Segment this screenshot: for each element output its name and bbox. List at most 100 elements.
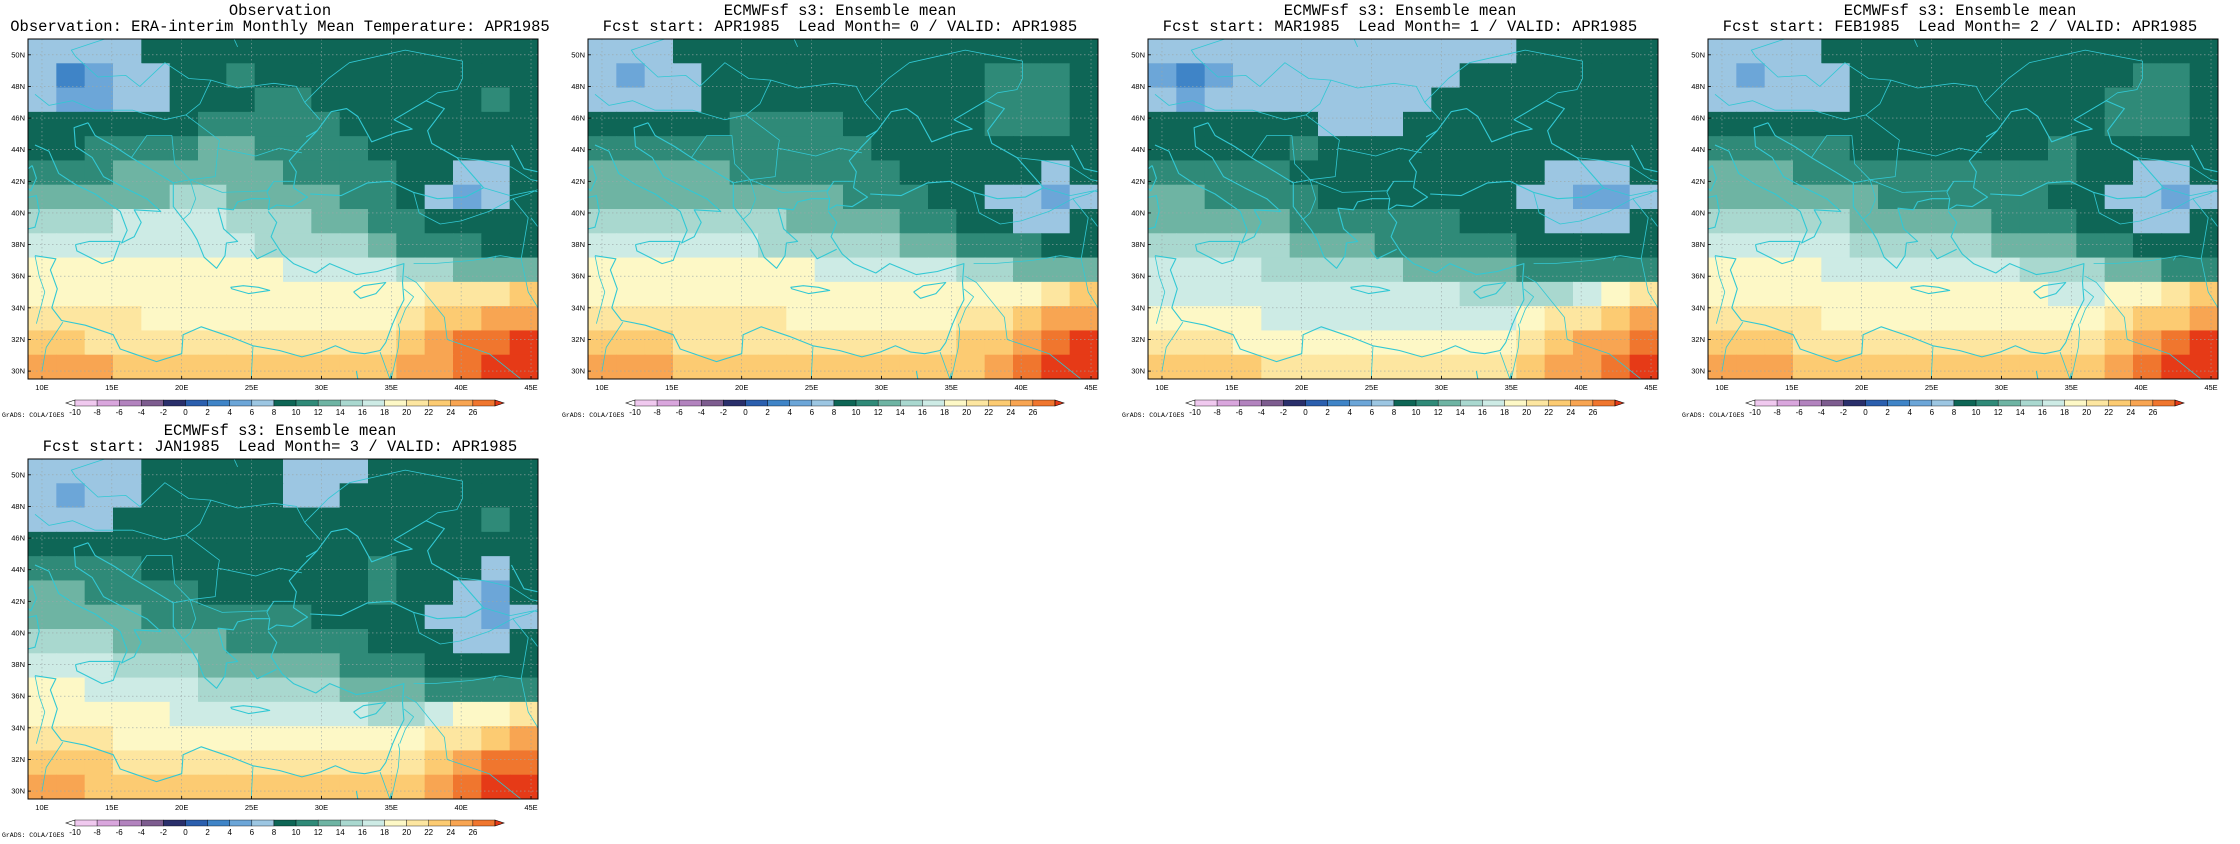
colorbar-tick-label: 22 — [2104, 408, 2113, 417]
field-cell — [311, 653, 341, 679]
lat-tick-label: 50N — [11, 50, 25, 59]
colorbar-tick-label: 22 — [1544, 408, 1553, 417]
country-border — [2210, 217, 2218, 228]
panel-subtitle: Fcst start: FEB1985 Lead Month= 2 / VALI… — [1722, 18, 2198, 36]
field-cell — [2133, 111, 2163, 137]
field-cell — [984, 306, 1014, 332]
field-cell — [1459, 354, 1489, 379]
field-cell — [1346, 306, 1376, 332]
country-border — [34, 513, 96, 531]
field-cell — [226, 136, 256, 162]
field-cell — [509, 507, 538, 533]
colorbar-swatch — [2130, 399, 2154, 407]
field-cell — [701, 160, 731, 186]
field-cell — [1963, 306, 1993, 332]
field-cell — [1289, 184, 1319, 210]
field-cell — [254, 330, 284, 356]
colorbar-credit-label: GrADS: COLA/IGES — [1682, 412, 1745, 419]
field-cell — [198, 136, 228, 162]
coastline — [1767, 100, 2165, 269]
lon-tick-label: 20E — [735, 383, 748, 392]
country-border — [492, 675, 497, 681]
lon-tick-label: 30E — [1995, 383, 2008, 392]
field-cell — [481, 483, 511, 509]
field-cell — [141, 750, 171, 776]
field-cell — [453, 556, 483, 582]
field-cell — [1544, 136, 1574, 162]
field-cell — [1708, 233, 1738, 259]
field-cell — [786, 160, 816, 186]
field-cell — [1601, 39, 1631, 65]
field-cell — [843, 160, 873, 186]
country-border — [34, 675, 46, 744]
country-border — [483, 187, 538, 196]
field-cell — [368, 750, 398, 776]
colorbar-tick-label: 14 — [896, 408, 905, 417]
field-cell — [1431, 281, 1461, 307]
field-cell — [424, 87, 454, 113]
field-cell — [956, 184, 986, 210]
field-cell — [311, 330, 341, 356]
field-cell — [588, 184, 618, 210]
field-cell — [786, 330, 816, 356]
field-cell — [56, 531, 86, 557]
country-border — [1309, 179, 1414, 193]
field-cell — [396, 330, 426, 356]
field-cell — [84, 330, 114, 356]
field-cell — [481, 39, 511, 65]
colorbar-tick-label: 2 — [1325, 408, 1330, 417]
lon-tick-label: 25E — [1925, 383, 1938, 392]
colorbar: -10 -8 -6 -4 -2 0 2 4 6 8 10 12 14 16 18 20 22 24 26 — [1185, 399, 1625, 419]
field-cell — [311, 306, 341, 332]
colorbar-swatch — [141, 819, 164, 827]
field-cell — [141, 136, 171, 162]
field-cell — [1629, 111, 1658, 137]
field-cell — [226, 257, 256, 283]
field-cell — [1708, 257, 1738, 283]
colorbar-swatch — [229, 399, 253, 407]
field-cell — [1736, 184, 1766, 210]
field-cell — [56, 306, 86, 332]
country-border — [594, 255, 606, 324]
field-cell — [1041, 306, 1071, 332]
field-cell — [1849, 184, 1879, 210]
lon-tick-label: 20E — [1295, 383, 1308, 392]
field-cell — [1318, 63, 1348, 89]
field-cell — [1374, 354, 1404, 379]
colorbar-swatch — [900, 399, 923, 407]
field-cell — [169, 39, 199, 65]
field-cell — [481, 677, 511, 703]
colorbar-tick-label: 2 — [205, 828, 210, 837]
lon-tick-label: 10E — [1715, 383, 1728, 392]
country-border — [1533, 198, 1649, 264]
coastline — [34, 122, 162, 244]
field-cell — [1629, 184, 1658, 210]
temperature-map: 30N 32N 34N 36N 38N 40N 42N 44N 46N 48N 50N 10E 15E 2… — [571, 38, 1099, 392]
field-cell — [169, 306, 199, 332]
field-cell — [311, 701, 341, 727]
field-cell — [2048, 184, 2078, 210]
country-border — [973, 188, 1098, 225]
coastline — [949, 372, 952, 379]
field-cell — [1736, 39, 1766, 65]
field-cell — [283, 233, 313, 259]
field-cell — [283, 281, 313, 307]
field-cell — [1821, 233, 1851, 259]
lat-tick-label: 34N — [11, 723, 25, 732]
field-cell — [396, 580, 426, 606]
field-cell — [1991, 136, 2021, 162]
field-cell — [1069, 257, 1098, 283]
field-cell — [283, 750, 313, 776]
field-cell — [56, 39, 86, 65]
lat-tick-label: 48N — [1131, 82, 1145, 91]
field-cell — [141, 257, 171, 283]
field-cell — [2076, 330, 2106, 356]
field-cell — [283, 483, 313, 509]
panel-subtitle: Fcst start: JAN1985 Lead Month= 3 / VALI… — [42, 438, 518, 456]
country-border — [1386, 181, 1395, 199]
colorbar-swatch — [1865, 399, 1888, 407]
field-cell — [1991, 233, 2021, 259]
field-cell — [368, 726, 398, 752]
field-cell — [1991, 111, 2021, 137]
field-cell — [1708, 330, 1738, 356]
